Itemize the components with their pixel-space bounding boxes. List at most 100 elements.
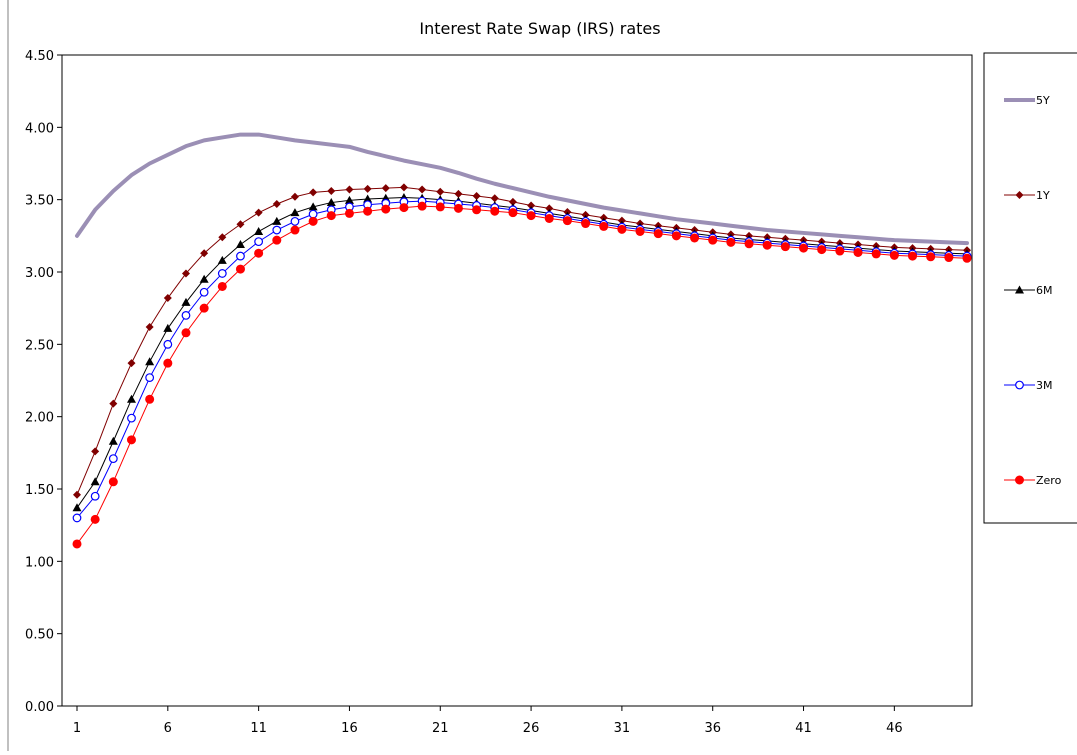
y-tick-label: 1.50 <box>25 483 54 498</box>
legend-item-5y: 5Y <box>1004 94 1050 107</box>
data-point <box>254 208 263 217</box>
data-point <box>490 194 499 203</box>
data-point <box>908 251 918 261</box>
data-point <box>889 250 899 260</box>
data-point <box>72 503 82 512</box>
data-point <box>272 216 282 225</box>
data-point <box>453 203 463 213</box>
data-point <box>235 240 245 249</box>
data-point <box>599 221 609 231</box>
x-tick-label: 41 <box>795 721 812 736</box>
data-point <box>163 339 173 349</box>
data-point <box>127 413 136 423</box>
data-point <box>272 235 282 245</box>
legend-label: Zero <box>1036 474 1062 487</box>
data-point <box>363 206 373 216</box>
data-point <box>72 539 82 549</box>
data-point <box>145 373 155 383</box>
data-point <box>163 294 172 303</box>
data-point <box>272 225 282 235</box>
y-tick-label: 3.50 <box>25 194 54 209</box>
data-point <box>381 204 391 214</box>
data-point <box>762 240 772 250</box>
data-point <box>163 323 173 332</box>
data-point <box>199 274 209 283</box>
legend-label: 5Y <box>1036 94 1050 107</box>
y-tick-label: 3.00 <box>25 266 54 281</box>
x-tick-label: 46 <box>886 721 903 736</box>
data-point <box>181 297 191 306</box>
data-point <box>91 447 100 456</box>
data-point <box>381 184 390 193</box>
legend-item-3m: 3M <box>1004 379 1053 392</box>
legend-marker <box>1015 191 1024 199</box>
data-point <box>344 208 354 218</box>
data-point <box>472 192 481 201</box>
data-point <box>726 237 736 247</box>
data-point <box>72 513 82 523</box>
data-point <box>635 226 645 236</box>
data-point <box>744 239 754 249</box>
data-point <box>344 195 354 204</box>
x-axis: 1 6 11 16 21 26 31 36 41 46 <box>73 706 903 736</box>
data-point <box>527 201 536 210</box>
legend: 5Y 1Y 6M 3M Zero <box>983 52 1077 524</box>
data-point <box>272 200 281 209</box>
y-tick-label: 0.50 <box>25 628 54 643</box>
data-point <box>90 491 100 501</box>
y-axis: 0.00 0.50 1.00 1.50 2.00 2.50 3.00 3.50 4.00 4.50 <box>25 49 62 715</box>
data-point <box>708 235 718 245</box>
series-layer <box>72 132 972 549</box>
legend-box <box>983 52 1077 524</box>
data-point <box>345 185 354 194</box>
data-point <box>108 477 118 487</box>
legend-marker <box>1015 475 1024 485</box>
x-tick-label: 21 <box>432 721 449 736</box>
data-point <box>236 220 245 229</box>
data-point <box>617 224 627 234</box>
data-point <box>926 252 936 262</box>
data-point <box>290 208 300 217</box>
legend-label: 6M <box>1036 284 1053 297</box>
y-tick-label: 2.00 <box>25 411 54 426</box>
data-point <box>217 269 227 278</box>
data-point <box>308 216 318 226</box>
x-tick-label: 26 <box>523 721 540 736</box>
data-point <box>145 322 154 331</box>
x-tick-label: 11 <box>250 721 267 736</box>
data-point <box>780 242 790 252</box>
legend-label: 1Y <box>1036 189 1050 202</box>
x-tick-label: 1 <box>73 721 81 736</box>
data-point <box>454 189 463 198</box>
data-point <box>853 247 863 257</box>
data-point <box>73 490 81 499</box>
series-5y <box>75 132 969 246</box>
data-point <box>108 454 118 464</box>
x-tick-label: 6 <box>164 721 172 736</box>
data-point <box>109 399 118 408</box>
data-point <box>126 394 136 403</box>
data-point <box>835 246 845 256</box>
data-point <box>363 184 372 193</box>
data-point <box>218 233 227 242</box>
data-point <box>472 205 482 215</box>
data-point <box>508 197 517 206</box>
data-point <box>871 249 881 259</box>
data-point <box>526 211 536 221</box>
y-tick-label: 2.50 <box>25 338 54 353</box>
data-point <box>290 216 300 226</box>
x-tick-label: 16 <box>341 721 358 736</box>
data-point <box>127 359 136 368</box>
data-point <box>254 226 264 235</box>
legend-marker <box>1015 380 1024 390</box>
data-point <box>181 311 191 320</box>
data-point <box>145 394 155 404</box>
data-point <box>327 186 336 195</box>
data-point <box>508 208 518 218</box>
data-point <box>799 243 809 253</box>
data-point <box>399 203 409 213</box>
data-point <box>217 255 227 264</box>
data-point <box>581 219 591 229</box>
